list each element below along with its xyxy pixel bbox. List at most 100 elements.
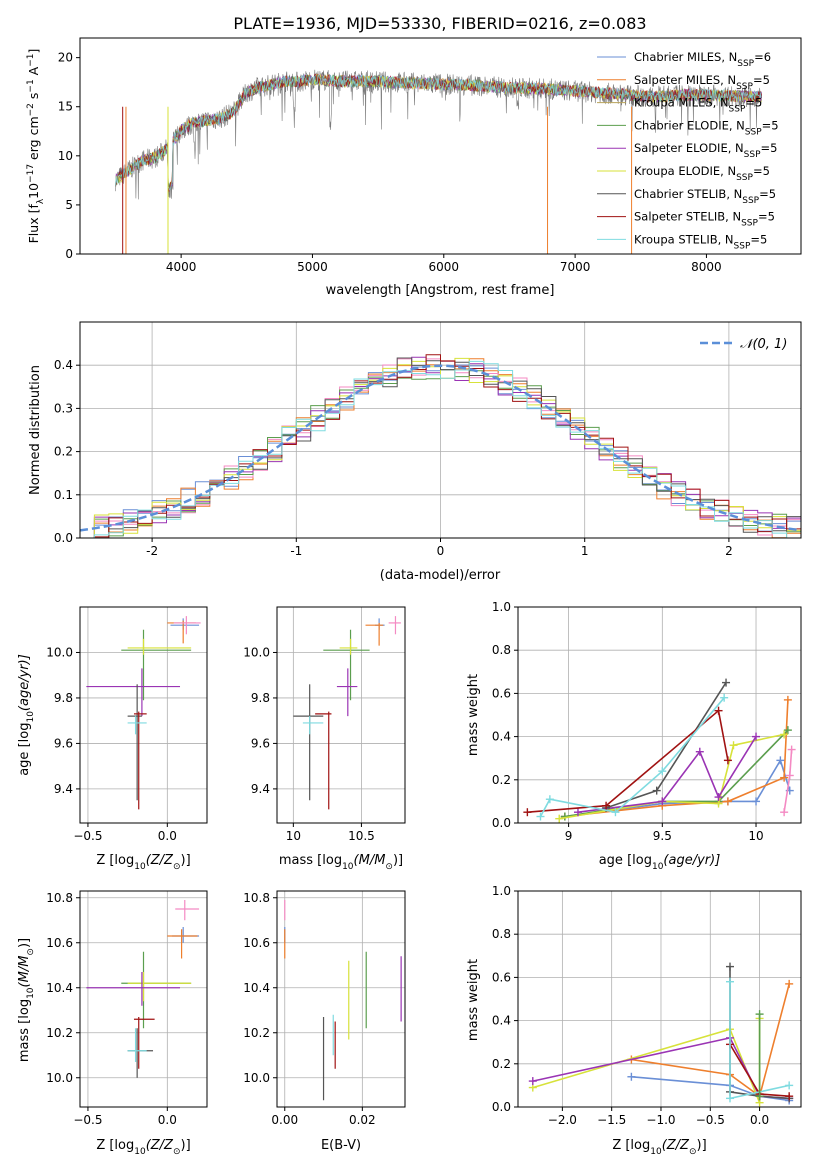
y-tick-label: 0.6 xyxy=(492,686,511,700)
axes-frame xyxy=(79,890,208,1108)
x-tick-label: 10 xyxy=(748,829,763,843)
legend-entry: Salpeter MILES, NSSP=5 xyxy=(634,73,770,92)
label-part: )] xyxy=(393,853,403,868)
y-tick-label: 15 xyxy=(58,100,73,114)
label-part: SSP xyxy=(736,173,753,183)
label-part: ⊙ xyxy=(689,1147,697,1157)
y-tick-label: 5 xyxy=(65,198,73,212)
label-part: ⊙ xyxy=(26,948,36,956)
model-spectrum-line xyxy=(115,74,762,192)
age-vs-metallicity-panel: −0.5 0.09.49.69.810.0Z [log10(Z/Z⊙)]age [… xyxy=(17,606,208,872)
label-part: 10 xyxy=(134,1147,146,1157)
x-tick-label: −1.0 xyxy=(646,1113,675,1127)
y-tick-label: 9.8 xyxy=(251,691,270,705)
residual-histogram xyxy=(80,357,801,538)
legend-entry: Kroupa ELODIE, NSSP=5 xyxy=(634,164,770,183)
x-axis-label: age [log10(age/yr)] xyxy=(599,853,721,872)
x-tick-label: 0.00 xyxy=(271,1113,298,1127)
label-part: age [log xyxy=(599,853,652,868)
y-tick-label: 0.6 xyxy=(492,970,511,984)
x-tick-label: 0.02 xyxy=(349,1113,376,1127)
x-tick-label: 1 xyxy=(581,544,589,558)
x-tick-label: 4000 xyxy=(166,260,197,274)
x-tick-label: 10.5 xyxy=(348,829,375,843)
gaussian-curve xyxy=(80,364,801,532)
label-part: Z [log xyxy=(96,1138,134,1153)
label-part: =5 xyxy=(753,164,770,178)
residual-histogram xyxy=(80,360,801,538)
label-part: (age/yr)] xyxy=(663,853,720,868)
residuals-panel: -2 -1 0 1 2 0.0 0.1 0.2 0.3 0.4 𝒩(0, 1) (data-model… xyxy=(28,321,802,583)
y-tick-label: 0 xyxy=(65,247,73,261)
y-tick-label: 1.0 xyxy=(492,884,511,898)
label-part: 10 xyxy=(26,987,36,999)
plot-area xyxy=(80,354,801,538)
legend-entry: Chabrier STELIB, NSSP=5 xyxy=(634,187,776,206)
y-tick-label: 10.8 xyxy=(243,891,270,905)
label-part: SSP xyxy=(729,105,746,115)
y-tick-label: 0.1 xyxy=(54,488,73,502)
label-part: A xyxy=(26,66,41,79)
label-part: =5 xyxy=(762,118,779,132)
y-tick-label: 0.0 xyxy=(492,816,511,830)
x-tick-label: 0 xyxy=(437,544,445,558)
mass-vs-metallicity-panel: −0.5 0.010.010.210.410.610.8Z [log10(Z/Z⊙… xyxy=(17,890,208,1157)
y-axis-label: Normed distribution xyxy=(28,365,43,495)
label-part: 10 xyxy=(650,1147,662,1157)
y-tick-label: 0.2 xyxy=(492,773,511,787)
residual-histogram xyxy=(80,354,801,538)
figure-title: PLATE=1936, MJD=53330, FIBERID=0216, z=0… xyxy=(233,14,646,33)
label-part: s xyxy=(26,93,41,104)
x-axis-label: wavelength [Angstrom, rest frame] xyxy=(326,283,555,298)
axes-frame xyxy=(517,890,802,1108)
label-part: )] xyxy=(181,1138,191,1153)
y-tick-label: 9.6 xyxy=(251,736,270,750)
y-tick-label: 0.0 xyxy=(54,531,73,545)
label-part: mass [log xyxy=(17,999,32,1062)
y-tick-label: 10.6 xyxy=(46,936,73,950)
label-part: SSP xyxy=(734,241,751,251)
x-tick-label: 0.0 xyxy=(750,1113,769,1127)
label-part: mass [log xyxy=(279,853,342,868)
x-axis-label: Z [log10(Z/Z⊙)] xyxy=(96,853,190,872)
label-part: SSP xyxy=(737,59,754,69)
y-axis-label: mass weight xyxy=(466,959,481,1041)
x-axis-label: E(B-V) xyxy=(321,1138,361,1153)
label-part: E(B-V) xyxy=(321,1138,361,1153)
label-part: SSP xyxy=(744,150,761,160)
label-part: SSP xyxy=(736,82,753,92)
label-part: Chabrier STELIB, N xyxy=(634,187,742,201)
label-part: age [log xyxy=(17,723,32,776)
mass-weight-line xyxy=(631,1076,790,1102)
label-part: SSP xyxy=(741,219,758,229)
label-part: λ xyxy=(36,198,46,204)
label-part: SSP xyxy=(745,127,762,137)
x-tick-label: −0.5 xyxy=(696,1113,725,1127)
x-tick-label: 5000 xyxy=(297,260,328,274)
y-axis-label: age [log10(age/yr)] xyxy=(17,654,36,776)
label-part: Z [log xyxy=(612,1138,650,1153)
label-part: −1 xyxy=(26,79,36,92)
plot-area xyxy=(293,616,401,810)
plot-area xyxy=(115,69,762,254)
legend-entry: Chabrier ELODIE, NSSP=5 xyxy=(634,118,779,137)
mass-weight-line xyxy=(631,983,790,1098)
label-part: SSP xyxy=(742,196,759,206)
label-part: −1 xyxy=(26,54,36,67)
axes-frame xyxy=(276,606,406,824)
x-tick-label: 0.0 xyxy=(158,1113,177,1127)
label-part: wavelength [Angstrom, rest frame] xyxy=(326,283,555,298)
label-part: 10 xyxy=(134,862,146,872)
label-part: Z [log xyxy=(96,853,134,868)
label-part: =5 xyxy=(759,187,776,201)
y-tick-label: 9.6 xyxy=(54,736,73,750)
y-tick-label: 10.0 xyxy=(46,645,73,659)
x-tick-label: 2 xyxy=(725,544,733,558)
legend-entry: Kroupa STELIB, NSSP=5 xyxy=(634,232,767,251)
label-part: ⊙ xyxy=(173,1147,181,1157)
axes-frame xyxy=(79,37,802,255)
label-part: Flux [f xyxy=(26,204,41,244)
x-axis-label: Z [log10(Z/Z⊙)] xyxy=(612,1138,706,1157)
